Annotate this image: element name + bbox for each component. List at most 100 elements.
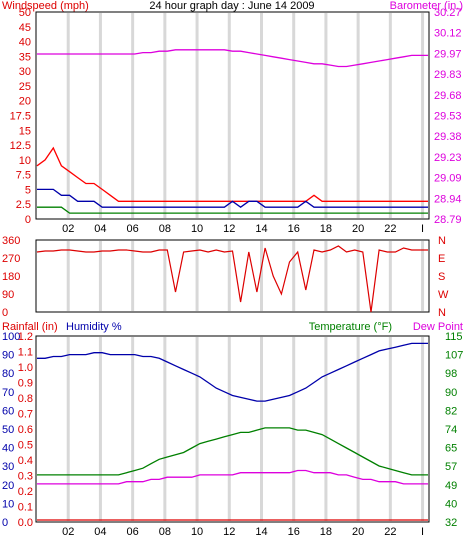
humidity-tick-label: 0 — [2, 517, 8, 529]
rainfall-tick-label: 0.4 — [18, 455, 33, 467]
temp-panel-x-tick-label: 20 — [352, 526, 364, 538]
rainfall-tick-label: 0.7 — [18, 409, 33, 421]
humidity-axis-label: Humidity % — [66, 321, 122, 333]
humidity-tick-label: 80 — [2, 368, 14, 380]
barometer-tick-label: 29.68 — [434, 90, 462, 102]
temperature-tick-label: 40 — [445, 498, 457, 510]
wind-panel-series-line-1 — [37, 188, 428, 209]
windspeed-tick-label: 17.5 — [10, 111, 31, 123]
rainfall-tick-label: 1.0 — [18, 362, 33, 374]
wind-panel-x-tick-label: 12 — [223, 223, 235, 235]
temp-panel-x-tick-label: 16 — [288, 526, 300, 538]
temperature-tick-label: 57 — [445, 461, 457, 473]
wind-panel-x-tick-label: 04 — [94, 223, 106, 235]
windspeed-axis-label: Windspeed (mph) — [2, 0, 89, 12]
temperature-tick-label: 49 — [445, 480, 457, 492]
direction-compass-tick-label: N — [438, 307, 446, 319]
barometer-tick-label: 29.53 — [434, 111, 462, 123]
barometer-tick-label: 29.09 — [434, 173, 462, 185]
barometer-tick-label: 29.97 — [434, 48, 462, 60]
temperature-tick-label: 98 — [445, 368, 457, 380]
rainfall-tick-label: 1.2 — [18, 331, 33, 343]
temperature-tick-label: 82 — [445, 405, 457, 417]
temp-panel-series-line-1 — [37, 427, 428, 476]
windspeed-tick-label: 25 — [19, 81, 31, 93]
barometer-tick-label: 28.79 — [434, 214, 462, 226]
dewpoint-axis-label: Dew Point — [413, 321, 463, 333]
temp-panel-x-tick-label: 12 — [223, 526, 235, 538]
windspeed-tick-label: 10 — [19, 155, 31, 167]
temperature-tick-label: 65 — [445, 443, 457, 455]
direction-degree-tick-label: 0 — [2, 307, 8, 319]
wind-panel-series-line-2 — [37, 206, 428, 214]
direction-degree-tick-label: 270 — [2, 253, 20, 265]
windspeed-tick-label: 30 — [19, 66, 31, 78]
windspeed-tick-label: 15 — [19, 125, 31, 137]
humidity-tick-label: 10 — [2, 498, 14, 510]
windspeed-tick-label: 45 — [19, 22, 31, 34]
rainfall-tick-label: 0.8 — [18, 393, 33, 405]
windspeed-tick-label: 20 — [19, 96, 31, 108]
wind-panel-x-tick-label: 18 — [320, 223, 332, 235]
direction-compass-tick-label: W — [438, 289, 449, 301]
temp-panel-x-tick-label: 02 — [62, 526, 74, 538]
wind-panel-series-line-3 — [37, 49, 428, 68]
rainfall-tick-label: 0.5 — [18, 440, 33, 452]
windspeed-tick-label: 50 — [19, 7, 31, 19]
direction-compass-tick-label: N — [438, 235, 446, 247]
humidity-tick-label: 40 — [2, 443, 14, 455]
wind-panel-x-tick-label: I — [421, 223, 424, 235]
temp-panel-x-tick-label: 06 — [127, 526, 139, 538]
wind-panel-x-tick-label: 20 — [352, 223, 364, 235]
temperature-tick-label: 107 — [445, 350, 463, 362]
temp-humidity-plot-frame — [35, 335, 430, 523]
barometer-tick-label: 30.27 — [434, 7, 462, 19]
rainfall-tick-label: 0.9 — [18, 378, 33, 390]
temp-panel-x-tick-label: 14 — [255, 526, 267, 538]
direction-degree-tick-label: 180 — [2, 271, 20, 283]
rainfall-tick-label: 1.1 — [18, 347, 33, 359]
windspeed-tick-label: 12.5 — [10, 140, 31, 152]
rainfall-tick-label: 0.1 — [18, 502, 33, 514]
temperature-tick-label: 115 — [445, 331, 463, 343]
humidity-tick-label: 100 — [2, 331, 20, 343]
barometer-tick-label: 29.83 — [434, 69, 462, 81]
wind-panel-x-tick-label: 08 — [159, 223, 171, 235]
wind-panel-x-tick-label: 10 — [191, 223, 203, 235]
temperature-tick-label: 74 — [445, 424, 457, 436]
temperature-axis-label: Temperature (°F) — [309, 321, 392, 333]
temp-panel-series-line-0 — [37, 342, 428, 402]
barometer-tick-label: 29.23 — [434, 152, 462, 164]
direction-degree-tick-label: 90 — [2, 289, 14, 301]
barometer-tick-label: 30.12 — [434, 28, 462, 40]
rainfall-tick-label: 0.6 — [18, 424, 33, 436]
direction-compass-tick-label: E — [438, 253, 445, 265]
humidity-tick-label: 50 — [2, 424, 14, 436]
windspeed-tick-label: 0 — [25, 214, 31, 226]
barometer-tick-label: 28.94 — [434, 193, 462, 205]
temp-panel-x-tick-label: 10 — [191, 526, 203, 538]
direction-compass-tick-label: S — [438, 271, 445, 283]
windspeed-tick-label: 35 — [19, 51, 31, 63]
rainfall-axis-label: Rainfall (in) — [2, 321, 58, 333]
temp-panel-x-tick-label: 18 — [320, 526, 332, 538]
barometer-axis-label: Barometer (in.) — [390, 0, 463, 12]
temp-panel-series-line-2 — [37, 469, 428, 485]
temp-panel-x-tick-label: 22 — [384, 526, 396, 538]
wind-panel-x-tick-label: 06 — [127, 223, 139, 235]
wind-panel-x-tick-label: 14 — [255, 223, 267, 235]
temperature-tick-label: 90 — [445, 387, 457, 399]
temp-panel-x-tick-label: I — [421, 526, 424, 538]
wind-panel-x-tick-label: 22 — [384, 223, 396, 235]
humidity-tick-label: 70 — [2, 387, 14, 399]
humidity-tick-label: 30 — [2, 461, 14, 473]
humidity-tick-label: 90 — [2, 350, 14, 362]
direction-degree-tick-label: 360 — [2, 235, 20, 247]
temp-panel-x-tick-label: 04 — [94, 526, 106, 538]
wind-baro-plot-frame — [35, 11, 430, 220]
barometer-tick-label: 29.38 — [434, 131, 462, 143]
humidity-tick-label: 20 — [2, 480, 14, 492]
temp-panel-x-tick-label: 08 — [159, 526, 171, 538]
